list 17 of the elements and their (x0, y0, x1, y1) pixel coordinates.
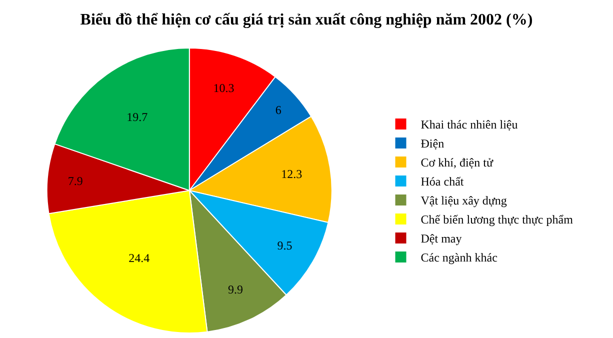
data-label: 9.5 (277, 238, 292, 253)
data-label: 12.3 (281, 166, 302, 181)
data-label: 7.9 (68, 174, 83, 188)
data-label: 19.7 (126, 110, 148, 124)
data-label: 6 (275, 103, 282, 118)
data-label: 9.9 (228, 282, 244, 296)
legend-label: Chế biến lương thực thực phẩm (420, 212, 574, 227)
legend-label: Dệt may (420, 232, 462, 246)
legend-label: Điện (420, 136, 444, 151)
legend-label: Vật liệu xây dựng (420, 194, 507, 208)
legend-label: Các ngành khác (420, 250, 498, 265)
data-label: 24.4 (128, 250, 150, 265)
chart-title: Biểu đồ thể hiện cơ cấu giá trị sản xuất công nghiệp năm 2002 (%) (80, 12, 533, 29)
data-label: 10.3 (213, 80, 234, 95)
legend-label: Khai thác nhiên liệu (420, 118, 518, 132)
legend-label: Cơ khí, điện tử (420, 156, 494, 170)
legend-label: Hóa chất (420, 174, 464, 189)
